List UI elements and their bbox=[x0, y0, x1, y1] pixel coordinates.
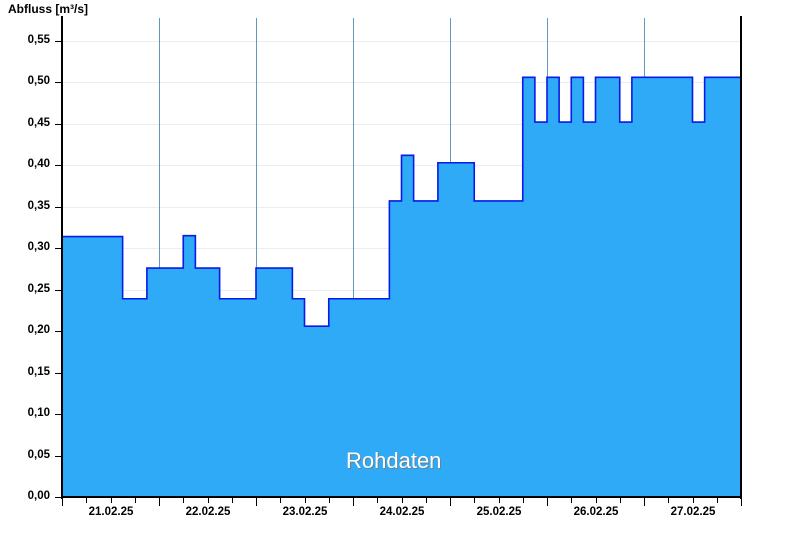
y-tick-label: 0,55 bbox=[27, 34, 50, 46]
x-tick-minor bbox=[523, 498, 524, 503]
y-tick-label: 0,30 bbox=[27, 241, 50, 253]
day-separator bbox=[256, 18, 257, 497]
x-tick-label: 27.02.25 bbox=[670, 506, 716, 518]
y-tick-label: 0,35 bbox=[27, 200, 50, 212]
y-tick-mark bbox=[55, 165, 62, 166]
x-tick-minor bbox=[717, 498, 718, 503]
day-separator bbox=[353, 18, 354, 497]
x-tick-major bbox=[450, 498, 451, 506]
x-tick-major bbox=[741, 498, 742, 506]
series-outline bbox=[62, 32, 741, 327]
x-tick-major bbox=[159, 498, 160, 506]
y-tick-mark bbox=[55, 331, 62, 332]
day-separator bbox=[159, 18, 160, 497]
series-area-fill bbox=[62, 32, 741, 497]
x-tick-minor bbox=[620, 498, 621, 503]
x-tick-minor bbox=[426, 498, 427, 503]
x-tick-minor bbox=[499, 498, 500, 503]
x-tick-minor bbox=[208, 498, 209, 503]
y-tick-mark bbox=[55, 497, 62, 498]
y-tick-label: 0,45 bbox=[27, 117, 50, 129]
chart-title: Abfluss [m³/s] bbox=[8, 2, 89, 16]
y-tick-mark bbox=[55, 207, 62, 208]
x-tick-label: 21.02.25 bbox=[88, 506, 134, 518]
x-tick-minor bbox=[86, 498, 87, 503]
gridline bbox=[62, 41, 741, 42]
x-tick-major bbox=[547, 498, 548, 506]
x-tick-minor bbox=[183, 498, 184, 503]
y-tick-mark bbox=[55, 41, 62, 42]
x-tick-major bbox=[256, 498, 257, 506]
y-tick-mark bbox=[55, 248, 62, 249]
y-tick-mark bbox=[55, 373, 62, 374]
y-tick-label: 0,15 bbox=[27, 366, 50, 378]
x-tick-label: 26.02.25 bbox=[573, 506, 619, 518]
x-tick-minor bbox=[280, 498, 281, 503]
x-tick-minor bbox=[329, 498, 330, 503]
x-tick-minor bbox=[135, 498, 136, 503]
x-tick-minor bbox=[111, 498, 112, 503]
y-tick-label: 0,50 bbox=[27, 75, 50, 87]
gridline bbox=[62, 124, 741, 125]
x-tick-minor bbox=[668, 498, 669, 503]
y-tick-label: 0,25 bbox=[27, 283, 50, 295]
series-rohdaten bbox=[62, 32, 741, 497]
x-tick-label: 25.02.25 bbox=[476, 506, 522, 518]
x-axis-line bbox=[61, 496, 742, 498]
x-tick-label: 22.02.25 bbox=[185, 506, 231, 518]
x-tick-minor bbox=[377, 498, 378, 503]
y-tick-mark bbox=[55, 124, 62, 125]
y-tick-label: 0,40 bbox=[27, 158, 50, 170]
y-tick-label: 0,00 bbox=[27, 490, 50, 502]
x-tick-major bbox=[62, 498, 63, 506]
x-tick-label: 24.02.25 bbox=[379, 506, 425, 518]
x-tick-minor bbox=[693, 498, 694, 503]
x-tick-major bbox=[353, 498, 354, 506]
y-axis-line bbox=[61, 16, 63, 499]
x-tick-label: 23.02.25 bbox=[282, 506, 328, 518]
y-tick-label: 0,05 bbox=[27, 449, 50, 461]
plot-area: Rohdaten bbox=[62, 18, 741, 497]
y-tick-mark bbox=[55, 290, 62, 291]
x-tick-major bbox=[644, 498, 645, 506]
plot-right-border bbox=[740, 16, 742, 499]
x-tick-minor bbox=[571, 498, 572, 503]
x-tick-minor bbox=[596, 498, 597, 503]
x-tick-minor bbox=[305, 498, 306, 503]
y-tick-mark bbox=[55, 82, 62, 83]
y-tick-label: 0,20 bbox=[27, 324, 50, 336]
y-tick-mark bbox=[55, 456, 62, 457]
x-tick-minor bbox=[232, 498, 233, 503]
x-tick-minor bbox=[402, 498, 403, 503]
y-tick-label: 0,10 bbox=[27, 407, 50, 419]
gridline bbox=[62, 82, 741, 83]
y-tick-mark bbox=[55, 414, 62, 415]
x-tick-minor bbox=[474, 498, 475, 503]
